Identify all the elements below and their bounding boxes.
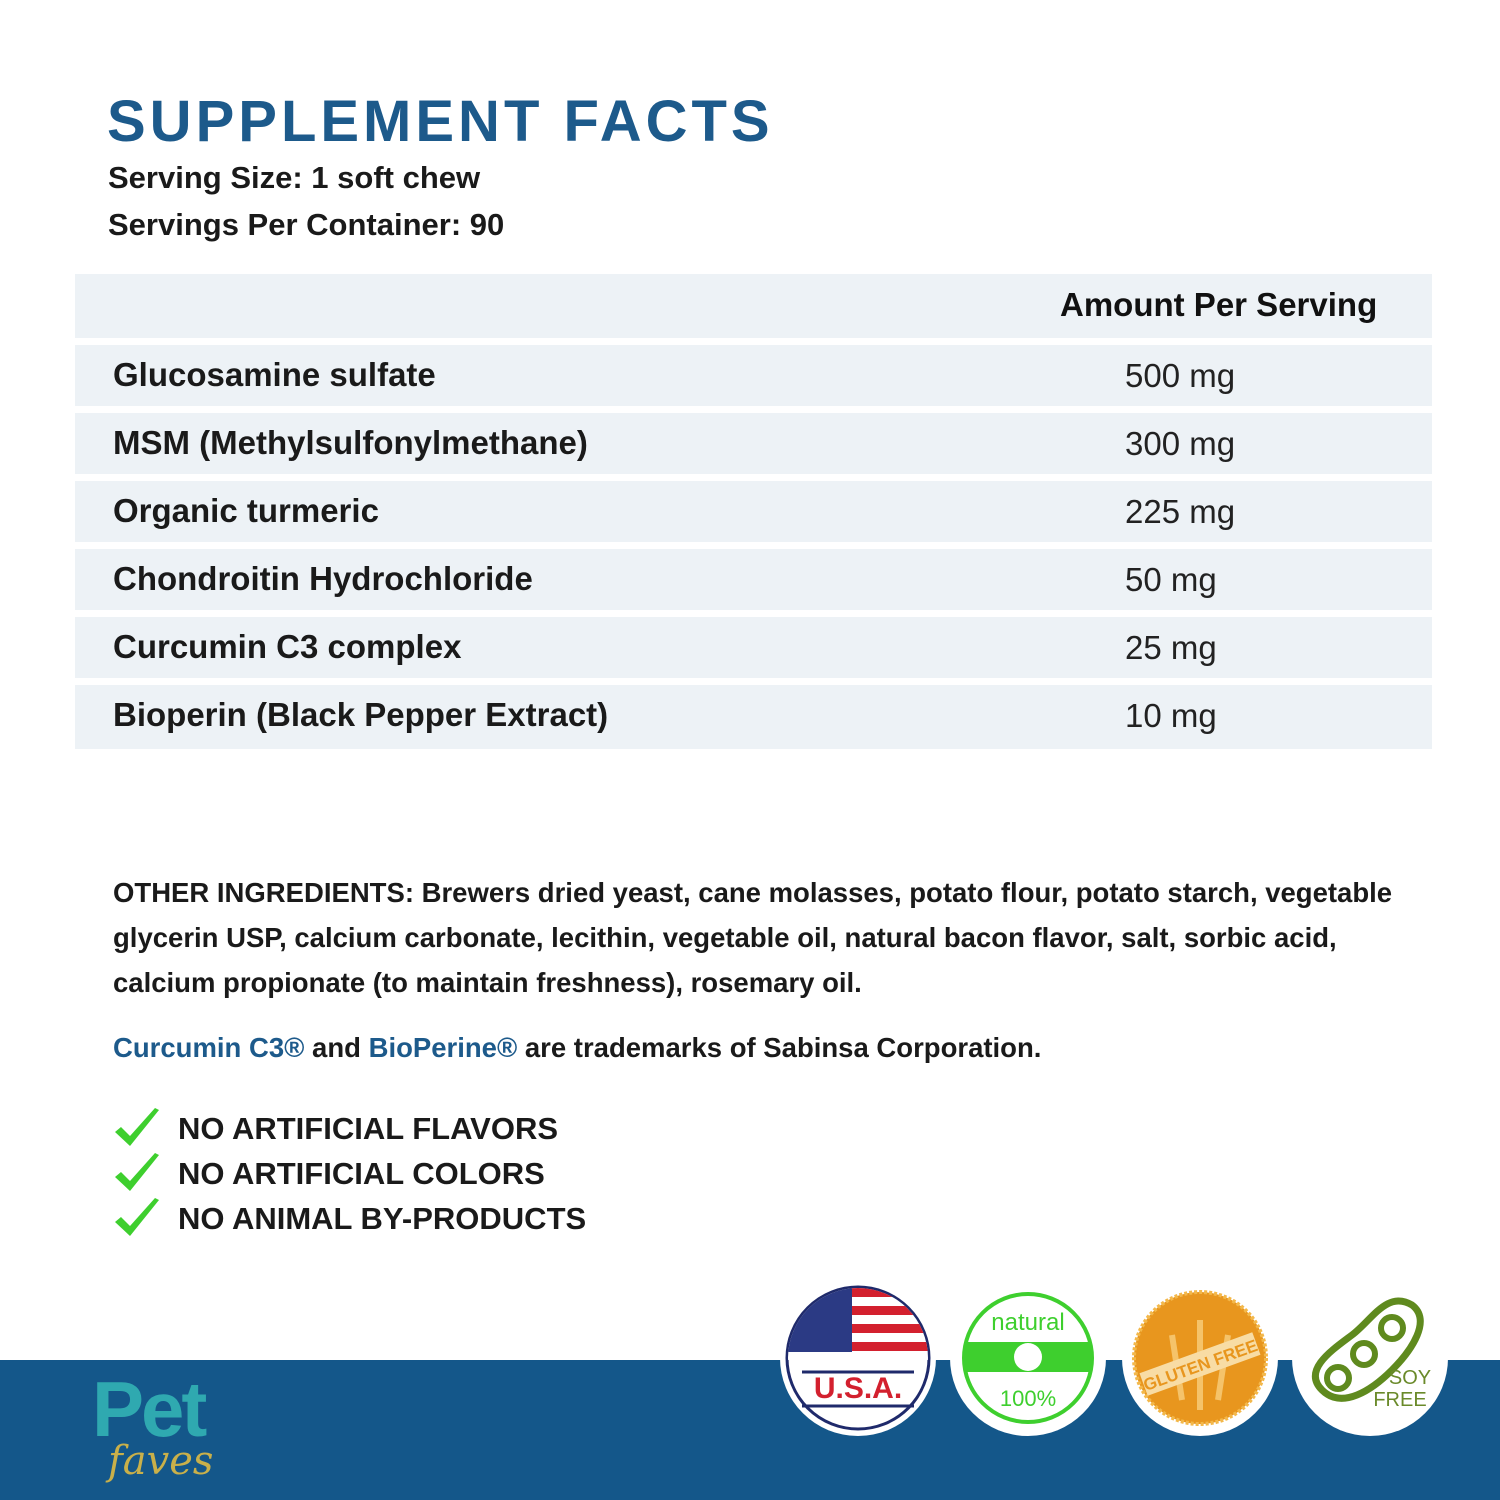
servings-per-container: Servings Per Container: 90 [108,207,505,242]
natural-text: natural [991,1309,1064,1336]
natural-flower-icon: natural 100% [962,1292,1094,1424]
checkmark-icon [115,1198,159,1236]
table-row: Organic turmeric 225 mg [75,481,1432,542]
trademark-bioperine: BioPerine® [368,1032,518,1063]
soy-free-badge: SOY FREE [1292,1280,1448,1436]
claim-item: NO ARTIFICIAL FLAVORS [112,1106,586,1151]
ingredient-amount: 10 mg [1125,697,1217,734]
usa-badge: U.S.A. [780,1280,936,1436]
natural-badge: natural 100% [950,1280,1106,1436]
gluten-free-badge: GLUTEN FREE [1122,1280,1278,1436]
other-ingredients: OTHER INGREDIENTS: Brewers dried yeast, … [113,877,1393,998]
claim-text: NO ARTIFICIAL FLAVORS [178,1110,559,1146]
ingredient-amount: 25 mg [1125,629,1217,666]
soybean-icon: SOY FREE [1312,1297,1431,1411]
ingredient-amount: 300 mg [1125,425,1236,462]
table-row: Bioperin (Black Pepper Extract) 10 mg [75,685,1432,749]
ingredient-name: Curcumin C3 complex [113,628,462,665]
pet-faves-logo: Pet faves [92,1370,213,1484]
table-row: MSM (Methylsulfonylmethane) 300 mg [75,413,1432,474]
supplement-table: Amount Per Serving Glucosamine sulfate 50… [75,274,1432,756]
ingredient-name: MSM (Methylsulfonylmethane) [113,424,588,461]
logo-faves: faves [108,1438,214,1484]
ingredient-name: Bioperin (Black Pepper Extract) [113,696,609,733]
table-row: Chondroitin Hydrochloride 50 mg [75,549,1432,610]
usa-flag-icon: U.S.A. [785,1285,931,1431]
logo-pet: Pet [92,1365,207,1453]
table-row: Curcumin C3 complex 25 mg [75,617,1432,678]
free-text: FREE [1373,1389,1426,1411]
trademark-note: Curcumin C3® and BioPerine® are trademar… [113,1032,1041,1064]
claim-item: NO ARTIFICIAL COLORS [112,1151,586,1196]
amount-header: Amount Per Serving [1060,286,1378,323]
table-row: Glucosamine sulfate 500 mg [75,345,1432,406]
ingredient-amount: 500 mg [1125,357,1236,394]
ingredient-amount: 225 mg [1125,493,1236,530]
ingredient-name: Glucosamine sulfate [113,356,436,393]
table-header: Amount Per Serving [75,274,1432,338]
page-title: SUPPLEMENT FACTS [107,89,774,154]
claims-list: NO ARTIFICIAL FLAVORS NO ARTIFICIAL COLO… [112,1106,586,1241]
claim-text: NO ARTIFICIAL COLORS [178,1155,545,1191]
claim-text: NO ANIMAL BY-PRODUCTS [178,1200,587,1236]
claim-item: NO ANIMAL BY-PRODUCTS [112,1196,586,1241]
checkmark-icon [115,1153,159,1191]
ingredient-name: Chondroitin Hydrochloride [113,560,533,597]
trademark-rest: are trademarks of Sabinsa Corporation. [517,1032,1042,1063]
usa-text: U.S.A. [814,1372,902,1405]
checkmark-icon [115,1108,159,1146]
soy-text: SOY [1389,1367,1431,1389]
ingredient-amount: 50 mg [1125,561,1217,598]
ingredient-name: Organic turmeric [113,492,379,529]
natural-percent: 100% [1000,1386,1056,1411]
serving-size: Serving Size: 1 soft chew [108,160,481,195]
wheat-icon: GLUTEN FREE [1132,1290,1268,1426]
trademark-curcumin: Curcumin C3® [113,1032,305,1063]
trademark-and: and [304,1032,369,1063]
